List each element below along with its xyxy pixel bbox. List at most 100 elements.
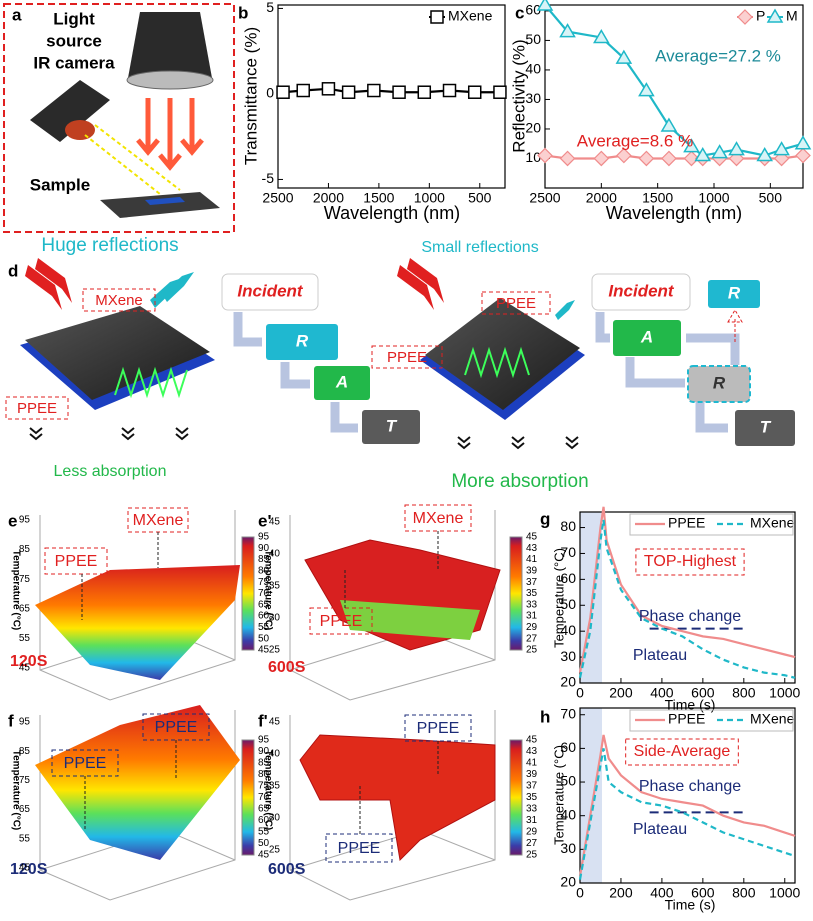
marker xyxy=(321,82,336,96)
colorbar-tick: 45 xyxy=(258,645,270,656)
marker xyxy=(683,138,700,153)
legend-label: MXene xyxy=(750,711,795,727)
axis-title: Temperature (°C) xyxy=(10,550,21,631)
panel-label: e' xyxy=(258,511,272,530)
legend-label: MXene xyxy=(750,515,795,531)
x-tick-label: 1000 xyxy=(769,885,800,901)
colorbar-tick: 80 xyxy=(258,769,270,780)
time-label: 600S xyxy=(268,659,306,676)
marker xyxy=(795,147,811,164)
axis-tick: 30 xyxy=(269,813,281,824)
x-tick-label: 2000 xyxy=(586,190,617,206)
panel-label: d xyxy=(8,261,18,280)
legend-label: M xyxy=(786,8,798,24)
callout: MXene xyxy=(133,512,184,529)
series-line xyxy=(578,748,796,880)
y-tick-label: 20 xyxy=(525,120,541,136)
marker xyxy=(559,150,576,167)
flow-label: Incident xyxy=(237,281,304,300)
y-axis-label: Transmittance (%) xyxy=(241,27,260,165)
colorbar-tick: 43 xyxy=(526,543,538,554)
x-tick-label: 2500 xyxy=(262,190,293,206)
marker xyxy=(537,147,553,164)
marker xyxy=(493,85,507,99)
axis-tick: 55 xyxy=(19,633,31,644)
caption: More absorption xyxy=(451,471,588,492)
flow-label: T xyxy=(760,417,772,436)
panel-label: a xyxy=(12,5,22,24)
colorbar-tick: 31 xyxy=(526,611,538,622)
marker xyxy=(341,85,356,99)
panel-label: f xyxy=(8,711,14,730)
sheet xyxy=(425,298,580,410)
camera-lens xyxy=(65,120,95,140)
absorption-wave xyxy=(114,366,188,399)
colorbar-tick: 90 xyxy=(258,543,270,554)
axis-tick: 95 xyxy=(19,515,31,526)
legend-label: MXene xyxy=(448,8,493,24)
lamp xyxy=(128,12,212,78)
colorbar xyxy=(241,536,255,651)
x-tick-label: 200 xyxy=(609,685,633,701)
tag: PPEE xyxy=(496,295,536,312)
series-line xyxy=(578,734,796,877)
colorbar-tick: 37 xyxy=(526,781,538,792)
x-tick-label: 1000 xyxy=(769,685,800,701)
annotation: Phase change xyxy=(639,608,741,625)
lamp-ring xyxy=(126,70,214,90)
callout: MXene xyxy=(413,510,464,527)
colorbar-tick: 43 xyxy=(526,746,538,757)
colorbar-tick: 65 xyxy=(258,804,270,815)
flow-connector xyxy=(233,312,740,433)
title: Huge reflections xyxy=(41,235,178,256)
panel-label: c xyxy=(515,3,524,22)
y-tick-label: 30 xyxy=(560,648,576,664)
legend-marker xyxy=(766,8,784,23)
legend-marker xyxy=(737,9,753,25)
axis-tick: 45 xyxy=(269,517,281,528)
x-tick-label: 0 xyxy=(576,885,584,901)
y-tick-label: 60 xyxy=(525,2,541,18)
colorbar-tick: 90 xyxy=(258,746,270,757)
colorbar xyxy=(509,536,523,651)
annotation: TOP-Highest xyxy=(644,553,737,570)
axis-tick: 65 xyxy=(19,603,31,614)
flow-label: T xyxy=(386,416,398,435)
panel-label: e xyxy=(8,511,17,530)
axis-tick: 35 xyxy=(269,581,281,592)
axis-tick: 25 xyxy=(269,845,281,856)
marker xyxy=(536,0,554,11)
y-axis-label: Temperature (°C) xyxy=(551,548,566,648)
marker xyxy=(794,135,812,150)
y-tick-label: 20 xyxy=(560,674,576,690)
axis-tick: 45 xyxy=(269,717,281,728)
y-tick-label: 40 xyxy=(560,806,576,822)
marker xyxy=(392,85,406,99)
camera xyxy=(30,80,110,142)
x-tick-label: 500 xyxy=(468,190,492,206)
marker xyxy=(694,147,712,162)
y-tick-label: 70 xyxy=(560,705,576,721)
colorbar-tick: 35 xyxy=(526,792,538,803)
y-tick-label: 5 xyxy=(266,0,274,15)
callout: PPEE xyxy=(155,719,198,736)
plot-frame xyxy=(579,511,796,684)
colorbar-tick: 31 xyxy=(526,815,538,826)
x-tick-label: 2500 xyxy=(529,190,560,206)
x-tick-label: 200 xyxy=(609,885,633,901)
x-tick-label: 600 xyxy=(691,885,715,901)
flow-label: A xyxy=(335,372,348,391)
marker xyxy=(616,147,632,164)
x-tick-label: 800 xyxy=(732,885,756,901)
axis-tick: 85 xyxy=(19,746,31,757)
axis-tick: 25 xyxy=(269,645,281,656)
flow-label: R xyxy=(296,331,309,350)
callout: PPEE xyxy=(338,840,381,857)
sample xyxy=(145,197,185,205)
reflect-arrows xyxy=(150,272,575,320)
series-line xyxy=(282,87,500,94)
caption: IR camera xyxy=(33,53,115,72)
marker xyxy=(683,150,700,167)
x-tick-label: 800 xyxy=(732,685,756,701)
